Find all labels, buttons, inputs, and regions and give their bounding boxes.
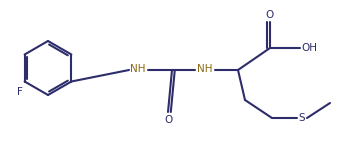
Text: S: S (299, 113, 305, 123)
Text: OH: OH (301, 43, 317, 53)
Text: NH: NH (197, 64, 213, 74)
Text: O: O (266, 10, 274, 20)
Text: O: O (164, 115, 172, 125)
Text: F: F (17, 86, 23, 96)
Text: NH: NH (130, 64, 146, 74)
